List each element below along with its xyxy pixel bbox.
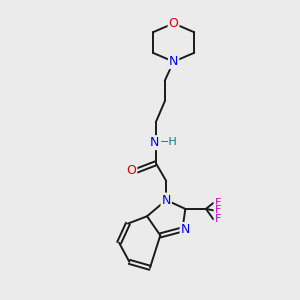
Text: O: O <box>169 17 178 30</box>
Text: F: F <box>214 198 221 208</box>
Text: F: F <box>214 214 221 224</box>
Text: O: O <box>127 164 136 176</box>
Text: F: F <box>214 206 221 215</box>
Text: N: N <box>161 194 171 207</box>
Text: N: N <box>181 223 190 236</box>
Text: N: N <box>169 55 178 68</box>
Text: −H: −H <box>160 137 178 147</box>
Text: N: N <box>150 136 159 149</box>
